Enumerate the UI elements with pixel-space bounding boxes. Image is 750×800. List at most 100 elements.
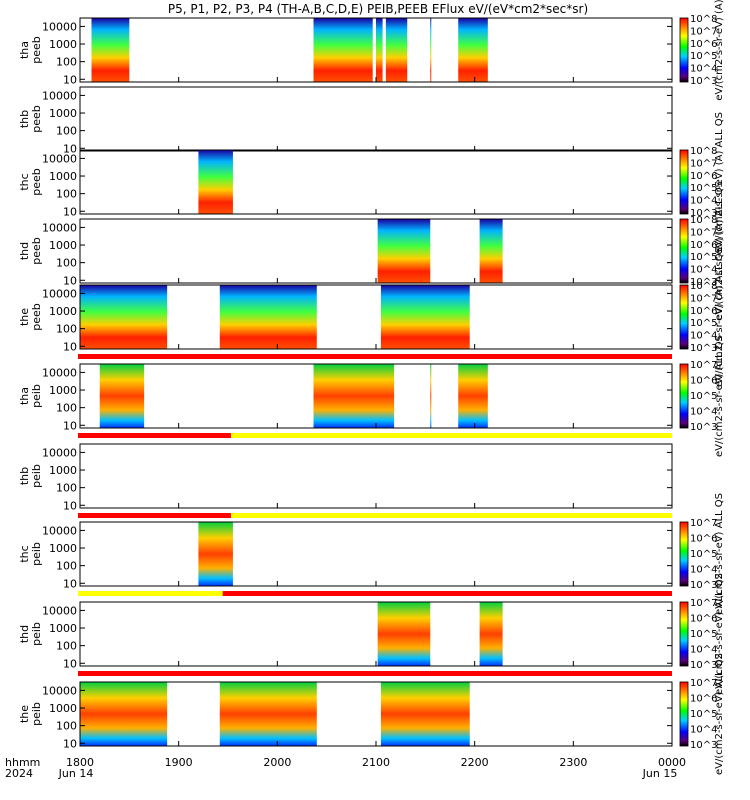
colorbar-tick-label: 10^3 bbox=[690, 740, 717, 751]
y-tick-label: 1000 bbox=[49, 702, 77, 715]
y-tick-label: 1000 bbox=[49, 542, 77, 555]
y-tick-label: 100 bbox=[56, 640, 77, 653]
colorbar-label: eV/(cm2-s-sr-eV) ALL QS bbox=[714, 573, 725, 695]
panel-product-label: peib bbox=[30, 702, 43, 726]
panel-probe-label: thd bbox=[18, 242, 31, 260]
panel-product-label: peeb bbox=[30, 36, 43, 64]
colorbar bbox=[679, 218, 689, 284]
panel-frame bbox=[79, 521, 673, 587]
colorbar bbox=[679, 681, 689, 747]
colorbar bbox=[679, 284, 689, 350]
y-tick-label: 10000 bbox=[42, 287, 77, 300]
y-tick-label: 10 bbox=[63, 419, 77, 432]
spectrogram-segment bbox=[80, 682, 168, 746]
x-tick-label: 2100 bbox=[362, 756, 390, 769]
colorbar-tick-label: 10^5 bbox=[690, 709, 717, 720]
colorbar-tick-label: 10^6 bbox=[690, 39, 717, 50]
y-tick-label: 10000 bbox=[42, 152, 77, 165]
panel-frame bbox=[79, 149, 673, 215]
panel-thd-peib: 10 100 1000 10000 thd peib 10^3 10^4 10^5 10^6 10^… bbox=[18, 573, 725, 695]
x-tick-label: 0000 bbox=[658, 756, 686, 769]
colorbar-tick-label: 10^5 bbox=[690, 252, 717, 263]
colorbar bbox=[679, 363, 689, 429]
panel-thb-peeb: 10 100 1000 10000 thb peeb bbox=[18, 86, 673, 155]
x-axis-year-label: 2024 bbox=[5, 767, 33, 780]
y-tick-label: 1000 bbox=[49, 622, 77, 635]
colorbar-tick-label: 10^8 bbox=[690, 14, 717, 25]
panel-product-label: peeb bbox=[30, 303, 43, 331]
y-tick-label: 10000 bbox=[42, 20, 77, 33]
spectrogram-segment bbox=[380, 682, 470, 746]
colorbar-tick-label: 10^6 bbox=[690, 171, 717, 182]
colorbar-tick-label: 10^7 bbox=[690, 360, 717, 371]
colorbar-label: eV/(cm2-s-sr-eV) ALL QS bbox=[714, 335, 725, 457]
panel-product-label: peeb bbox=[30, 237, 43, 265]
spectrogram-segment bbox=[219, 682, 317, 746]
panel-product-label: peib bbox=[30, 622, 43, 646]
panel-frame bbox=[79, 284, 673, 350]
y-tick-label: 10000 bbox=[42, 446, 77, 459]
spectrogram-segment bbox=[198, 150, 233, 214]
colorbar-tick-label: 10^3 bbox=[690, 580, 717, 591]
panel-probe-label: thb bbox=[18, 110, 31, 128]
x-axis-start-date: Jun 14 bbox=[58, 767, 94, 780]
spectrogram-segment bbox=[479, 219, 503, 283]
y-tick-label: 100 bbox=[56, 56, 77, 69]
x-axis-end-date: Jun 15 bbox=[642, 767, 678, 780]
colorbar-tick-label: 10^3 bbox=[690, 277, 717, 288]
colorbar-label: eV/(cm2-s-sr-eV) (A) ALL QS bbox=[714, 112, 725, 252]
mode-bar-segment bbox=[230, 513, 672, 518]
mode-bar-segment bbox=[78, 354, 672, 359]
y-tick-label: 100 bbox=[56, 323, 77, 336]
panel-probe-label: tha bbox=[18, 387, 31, 405]
y-tick-label: 100 bbox=[56, 482, 77, 495]
colorbar-label: eV/(cm2-s-sr-eV) (A) ALL QS bbox=[714, 181, 725, 321]
colorbar-tick-label: 10^6 bbox=[690, 240, 717, 251]
colorbar-tick-label: 10^6 bbox=[690, 376, 717, 387]
colorbar-tick-label: 10^3 bbox=[690, 660, 717, 671]
panel-probe-label: thc bbox=[18, 173, 31, 190]
colorbar bbox=[679, 601, 689, 667]
y-tick-label: 100 bbox=[56, 402, 77, 415]
panel-product-label: peib bbox=[30, 542, 43, 566]
colorbar bbox=[679, 17, 689, 83]
colorbar-tick-label: 10^5 bbox=[690, 549, 717, 560]
spectrogram-segment bbox=[99, 364, 145, 428]
spectrogram-segment bbox=[430, 364, 432, 428]
y-tick-label: 100 bbox=[56, 720, 77, 733]
y-tick-label: 10 bbox=[63, 499, 77, 512]
spectrogram-segment bbox=[479, 602, 503, 666]
colorbar-tick-label: 10^5 bbox=[690, 183, 717, 194]
colorbar-tick-label: 10^4 bbox=[690, 407, 717, 418]
mode-bar-segment bbox=[78, 591, 225, 596]
x-tick-label: 1800 bbox=[66, 756, 94, 769]
spectrogram-segment bbox=[430, 18, 432, 82]
y-tick-label: 1000 bbox=[49, 305, 77, 318]
y-tick-label: 10 bbox=[63, 274, 77, 287]
colorbar-tick-label: 10^7 bbox=[690, 227, 717, 238]
colorbar-tick-label: 10^4 bbox=[690, 196, 717, 207]
y-tick-label: 1000 bbox=[49, 239, 77, 252]
mode-bar-segment bbox=[78, 433, 233, 438]
spectrogram-segment bbox=[377, 602, 431, 666]
colorbar-tick-label: 10^7 bbox=[690, 518, 717, 529]
y-tick-label: 10 bbox=[63, 205, 77, 218]
colorbar-label: eV/(cm2-s-sr-eV) (A) bbox=[714, 0, 725, 101]
panel-probe-label: thc bbox=[18, 545, 31, 562]
panel-frame bbox=[79, 86, 673, 152]
y-tick-label: 100 bbox=[56, 560, 77, 573]
colorbar-tick-label: 10^5 bbox=[690, 51, 717, 62]
panel-frame bbox=[79, 443, 673, 509]
y-tick-label: 10000 bbox=[42, 684, 77, 697]
colorbar-tick-label: 10^8 bbox=[690, 281, 717, 292]
colorbar-tick-label: 10^5 bbox=[690, 391, 717, 402]
y-tick-label: 1000 bbox=[49, 38, 77, 51]
colorbar-tick-label: 10^3 bbox=[690, 208, 717, 219]
x-tick-label: 2300 bbox=[559, 756, 587, 769]
colorbar-tick-label: 10^4 bbox=[690, 265, 717, 276]
spectrogram-segment bbox=[458, 18, 488, 82]
colorbar-tick-label: 10^6 bbox=[690, 306, 717, 317]
mode-bar-segment bbox=[222, 591, 672, 596]
